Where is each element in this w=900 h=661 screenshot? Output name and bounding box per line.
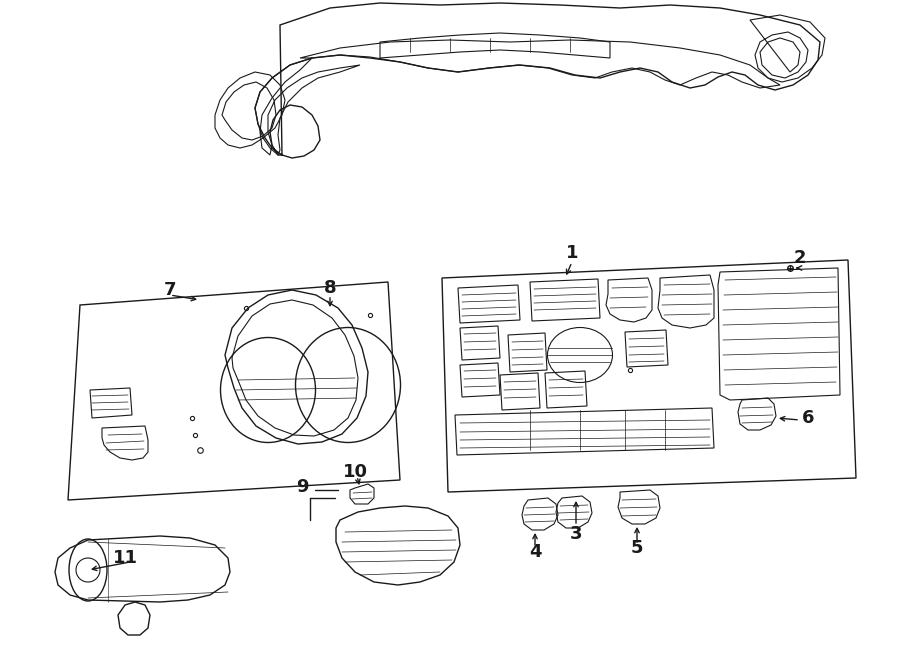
Text: 3: 3 [570, 525, 582, 543]
Text: 8: 8 [324, 279, 337, 297]
Text: 6: 6 [802, 409, 814, 427]
Text: 2: 2 [794, 249, 806, 267]
Text: 1: 1 [566, 244, 578, 262]
Text: 11: 11 [112, 549, 138, 567]
Text: 4: 4 [529, 543, 541, 561]
Text: 10: 10 [343, 463, 367, 481]
Text: 9: 9 [296, 478, 308, 496]
Text: 7: 7 [164, 281, 176, 299]
Text: 5: 5 [631, 539, 644, 557]
